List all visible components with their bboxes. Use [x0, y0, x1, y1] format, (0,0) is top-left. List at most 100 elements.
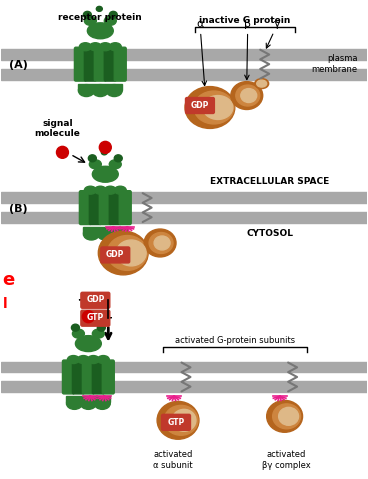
FancyBboxPatch shape — [81, 310, 110, 326]
FancyBboxPatch shape — [185, 98, 215, 114]
Ellipse shape — [241, 89, 257, 103]
Ellipse shape — [80, 398, 96, 410]
Bar — [78, 84, 122, 90]
Text: GTP: GTP — [167, 418, 185, 427]
Ellipse shape — [94, 186, 106, 194]
Ellipse shape — [67, 355, 79, 364]
FancyBboxPatch shape — [74, 47, 86, 81]
FancyBboxPatch shape — [84, 47, 96, 81]
Ellipse shape — [267, 400, 302, 432]
Circle shape — [56, 147, 68, 158]
Bar — [84, 227, 127, 233]
Text: CYTOSOL: CYTOSOL — [246, 229, 293, 238]
Text: receptor protein: receptor protein — [59, 13, 142, 22]
Bar — [1, 49, 367, 60]
Ellipse shape — [92, 85, 108, 97]
Ellipse shape — [255, 79, 269, 89]
Ellipse shape — [71, 324, 79, 331]
Text: activated G-protein subunits: activated G-protein subunits — [175, 336, 295, 344]
Ellipse shape — [97, 228, 113, 240]
FancyBboxPatch shape — [72, 360, 84, 394]
Ellipse shape — [92, 329, 104, 338]
Text: GDP: GDP — [106, 251, 124, 260]
Ellipse shape — [144, 229, 176, 257]
Bar — [1, 68, 367, 80]
Ellipse shape — [157, 401, 199, 439]
Ellipse shape — [231, 81, 263, 110]
Ellipse shape — [154, 236, 170, 250]
FancyBboxPatch shape — [102, 360, 114, 394]
FancyBboxPatch shape — [63, 360, 74, 394]
Bar — [67, 397, 110, 402]
Ellipse shape — [273, 404, 301, 429]
FancyBboxPatch shape — [104, 47, 116, 81]
Ellipse shape — [101, 150, 107, 155]
Ellipse shape — [84, 228, 99, 240]
FancyBboxPatch shape — [162, 414, 191, 430]
FancyBboxPatch shape — [99, 191, 111, 225]
Text: e: e — [3, 271, 15, 289]
Circle shape — [99, 141, 111, 153]
Ellipse shape — [87, 355, 99, 364]
Ellipse shape — [185, 87, 235, 128]
FancyBboxPatch shape — [82, 360, 94, 394]
Ellipse shape — [114, 186, 126, 194]
Ellipse shape — [172, 410, 196, 431]
FancyBboxPatch shape — [94, 47, 106, 81]
Text: (A): (A) — [9, 60, 28, 70]
Ellipse shape — [98, 231, 148, 275]
Text: α: α — [196, 19, 206, 86]
Ellipse shape — [149, 232, 173, 253]
Text: GDP: GDP — [86, 295, 105, 304]
Bar — [1, 192, 367, 203]
Ellipse shape — [94, 398, 110, 410]
Ellipse shape — [279, 407, 298, 425]
Text: γ: γ — [266, 19, 281, 48]
Ellipse shape — [99, 43, 111, 51]
Ellipse shape — [111, 228, 127, 240]
FancyBboxPatch shape — [81, 292, 110, 308]
Ellipse shape — [109, 160, 121, 169]
Ellipse shape — [194, 91, 234, 124]
Text: (B): (B) — [9, 204, 28, 214]
Ellipse shape — [203, 95, 233, 119]
Text: GTP: GTP — [87, 313, 104, 322]
Ellipse shape — [87, 23, 113, 39]
Ellipse shape — [106, 85, 122, 97]
Text: activated
α subunit: activated α subunit — [153, 450, 193, 469]
Ellipse shape — [236, 85, 260, 106]
Ellipse shape — [77, 355, 89, 364]
Ellipse shape — [79, 43, 91, 51]
Ellipse shape — [89, 43, 101, 51]
FancyBboxPatch shape — [119, 191, 131, 225]
Text: signal
molecule: signal molecule — [35, 119, 81, 138]
FancyBboxPatch shape — [101, 247, 130, 263]
Text: EXTRACELLULAR SPACE: EXTRACELLULAR SPACE — [210, 177, 329, 186]
Ellipse shape — [104, 186, 116, 194]
Text: inactive G protein: inactive G protein — [199, 16, 290, 25]
Bar — [1, 362, 367, 373]
Ellipse shape — [107, 236, 147, 270]
Ellipse shape — [72, 329, 84, 338]
Text: GDP: GDP — [191, 101, 209, 110]
FancyBboxPatch shape — [92, 360, 104, 394]
Bar — [1, 381, 367, 392]
Ellipse shape — [116, 240, 146, 266]
Ellipse shape — [109, 11, 117, 18]
Ellipse shape — [88, 155, 96, 162]
FancyBboxPatch shape — [79, 191, 91, 225]
Circle shape — [82, 311, 94, 323]
Bar — [1, 212, 367, 223]
FancyBboxPatch shape — [89, 191, 101, 225]
Ellipse shape — [75, 336, 101, 352]
Ellipse shape — [84, 11, 91, 18]
Ellipse shape — [109, 43, 121, 51]
Ellipse shape — [84, 319, 91, 324]
FancyBboxPatch shape — [109, 191, 121, 225]
Ellipse shape — [104, 16, 116, 25]
Ellipse shape — [164, 405, 198, 435]
Text: activated
βγ complex: activated βγ complex — [262, 450, 311, 469]
Ellipse shape — [114, 155, 122, 162]
Text: l: l — [3, 297, 7, 311]
Ellipse shape — [89, 160, 101, 169]
